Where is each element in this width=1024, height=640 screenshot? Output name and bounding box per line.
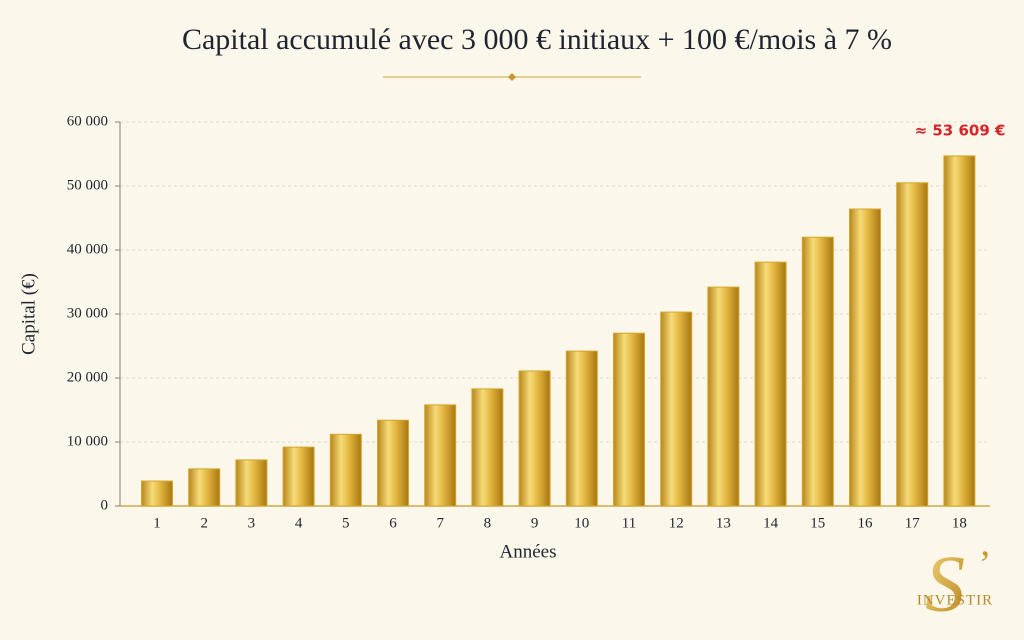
- annotation: ≈ 53 609 €: [915, 122, 1006, 140]
- y-tick-label: 60 000: [67, 113, 108, 129]
- y-tick-label: 10 000: [67, 433, 108, 449]
- bar: [329, 433, 362, 507]
- x-axis-label: Années: [500, 541, 557, 562]
- bar: [565, 350, 598, 507]
- bar: [141, 480, 173, 507]
- y-axis-label: Capital (€): [18, 273, 39, 355]
- bar: [471, 388, 504, 507]
- bar: [518, 370, 551, 507]
- logo-text: INVESTIR: [917, 592, 993, 608]
- bar: [896, 182, 929, 507]
- x-tick-label: 16: [858, 515, 874, 531]
- y-tick-label: 50 000: [67, 177, 108, 193]
- bar: [377, 419, 409, 507]
- logo-apostrophe: ’: [979, 544, 992, 586]
- x-tick-label: 6: [389, 515, 397, 531]
- x-tick-label: 15: [810, 515, 825, 531]
- x-tick-label: 8: [484, 515, 492, 531]
- x-tick-label: 13: [716, 515, 731, 531]
- x-tick-label: 2: [200, 515, 208, 531]
- y-tick-label: 20 000: [67, 369, 108, 385]
- x-tick-label: 18: [952, 515, 967, 531]
- bar: [754, 261, 787, 507]
- bar: [282, 446, 315, 507]
- bar: [943, 155, 976, 507]
- bar: [660, 311, 693, 507]
- x-tick-label: 11: [622, 515, 636, 531]
- y-tick-label: 0: [101, 497, 109, 513]
- x-tick-label: 9: [531, 515, 539, 531]
- x-tick-label: 17: [905, 515, 921, 531]
- x-tick-label: 14: [763, 515, 779, 531]
- logo-letter: S: [925, 540, 965, 628]
- bar: [424, 404, 457, 507]
- x-tick-label: 5: [342, 515, 350, 531]
- y-tick-label: 40 000: [67, 241, 108, 257]
- x-tick-label: 4: [295, 515, 303, 531]
- bar: [849, 208, 881, 507]
- x-tick-label: 7: [436, 515, 444, 531]
- x-tick-label: 1: [153, 515, 161, 531]
- x-tick-label: 10: [574, 515, 589, 531]
- bar: [235, 459, 268, 507]
- x-tick-label: 12: [669, 515, 684, 531]
- bar: [801, 236, 834, 507]
- bar: [707, 286, 740, 507]
- chart-title: Capital accumulé avec 3 000 € initiaux +…: [182, 23, 892, 56]
- bar: [613, 332, 645, 507]
- bar: [188, 468, 221, 507]
- y-tick-label: 30 000: [67, 305, 108, 321]
- x-tick-label: 3: [248, 515, 256, 531]
- divider-ornament: [508, 73, 516, 81]
